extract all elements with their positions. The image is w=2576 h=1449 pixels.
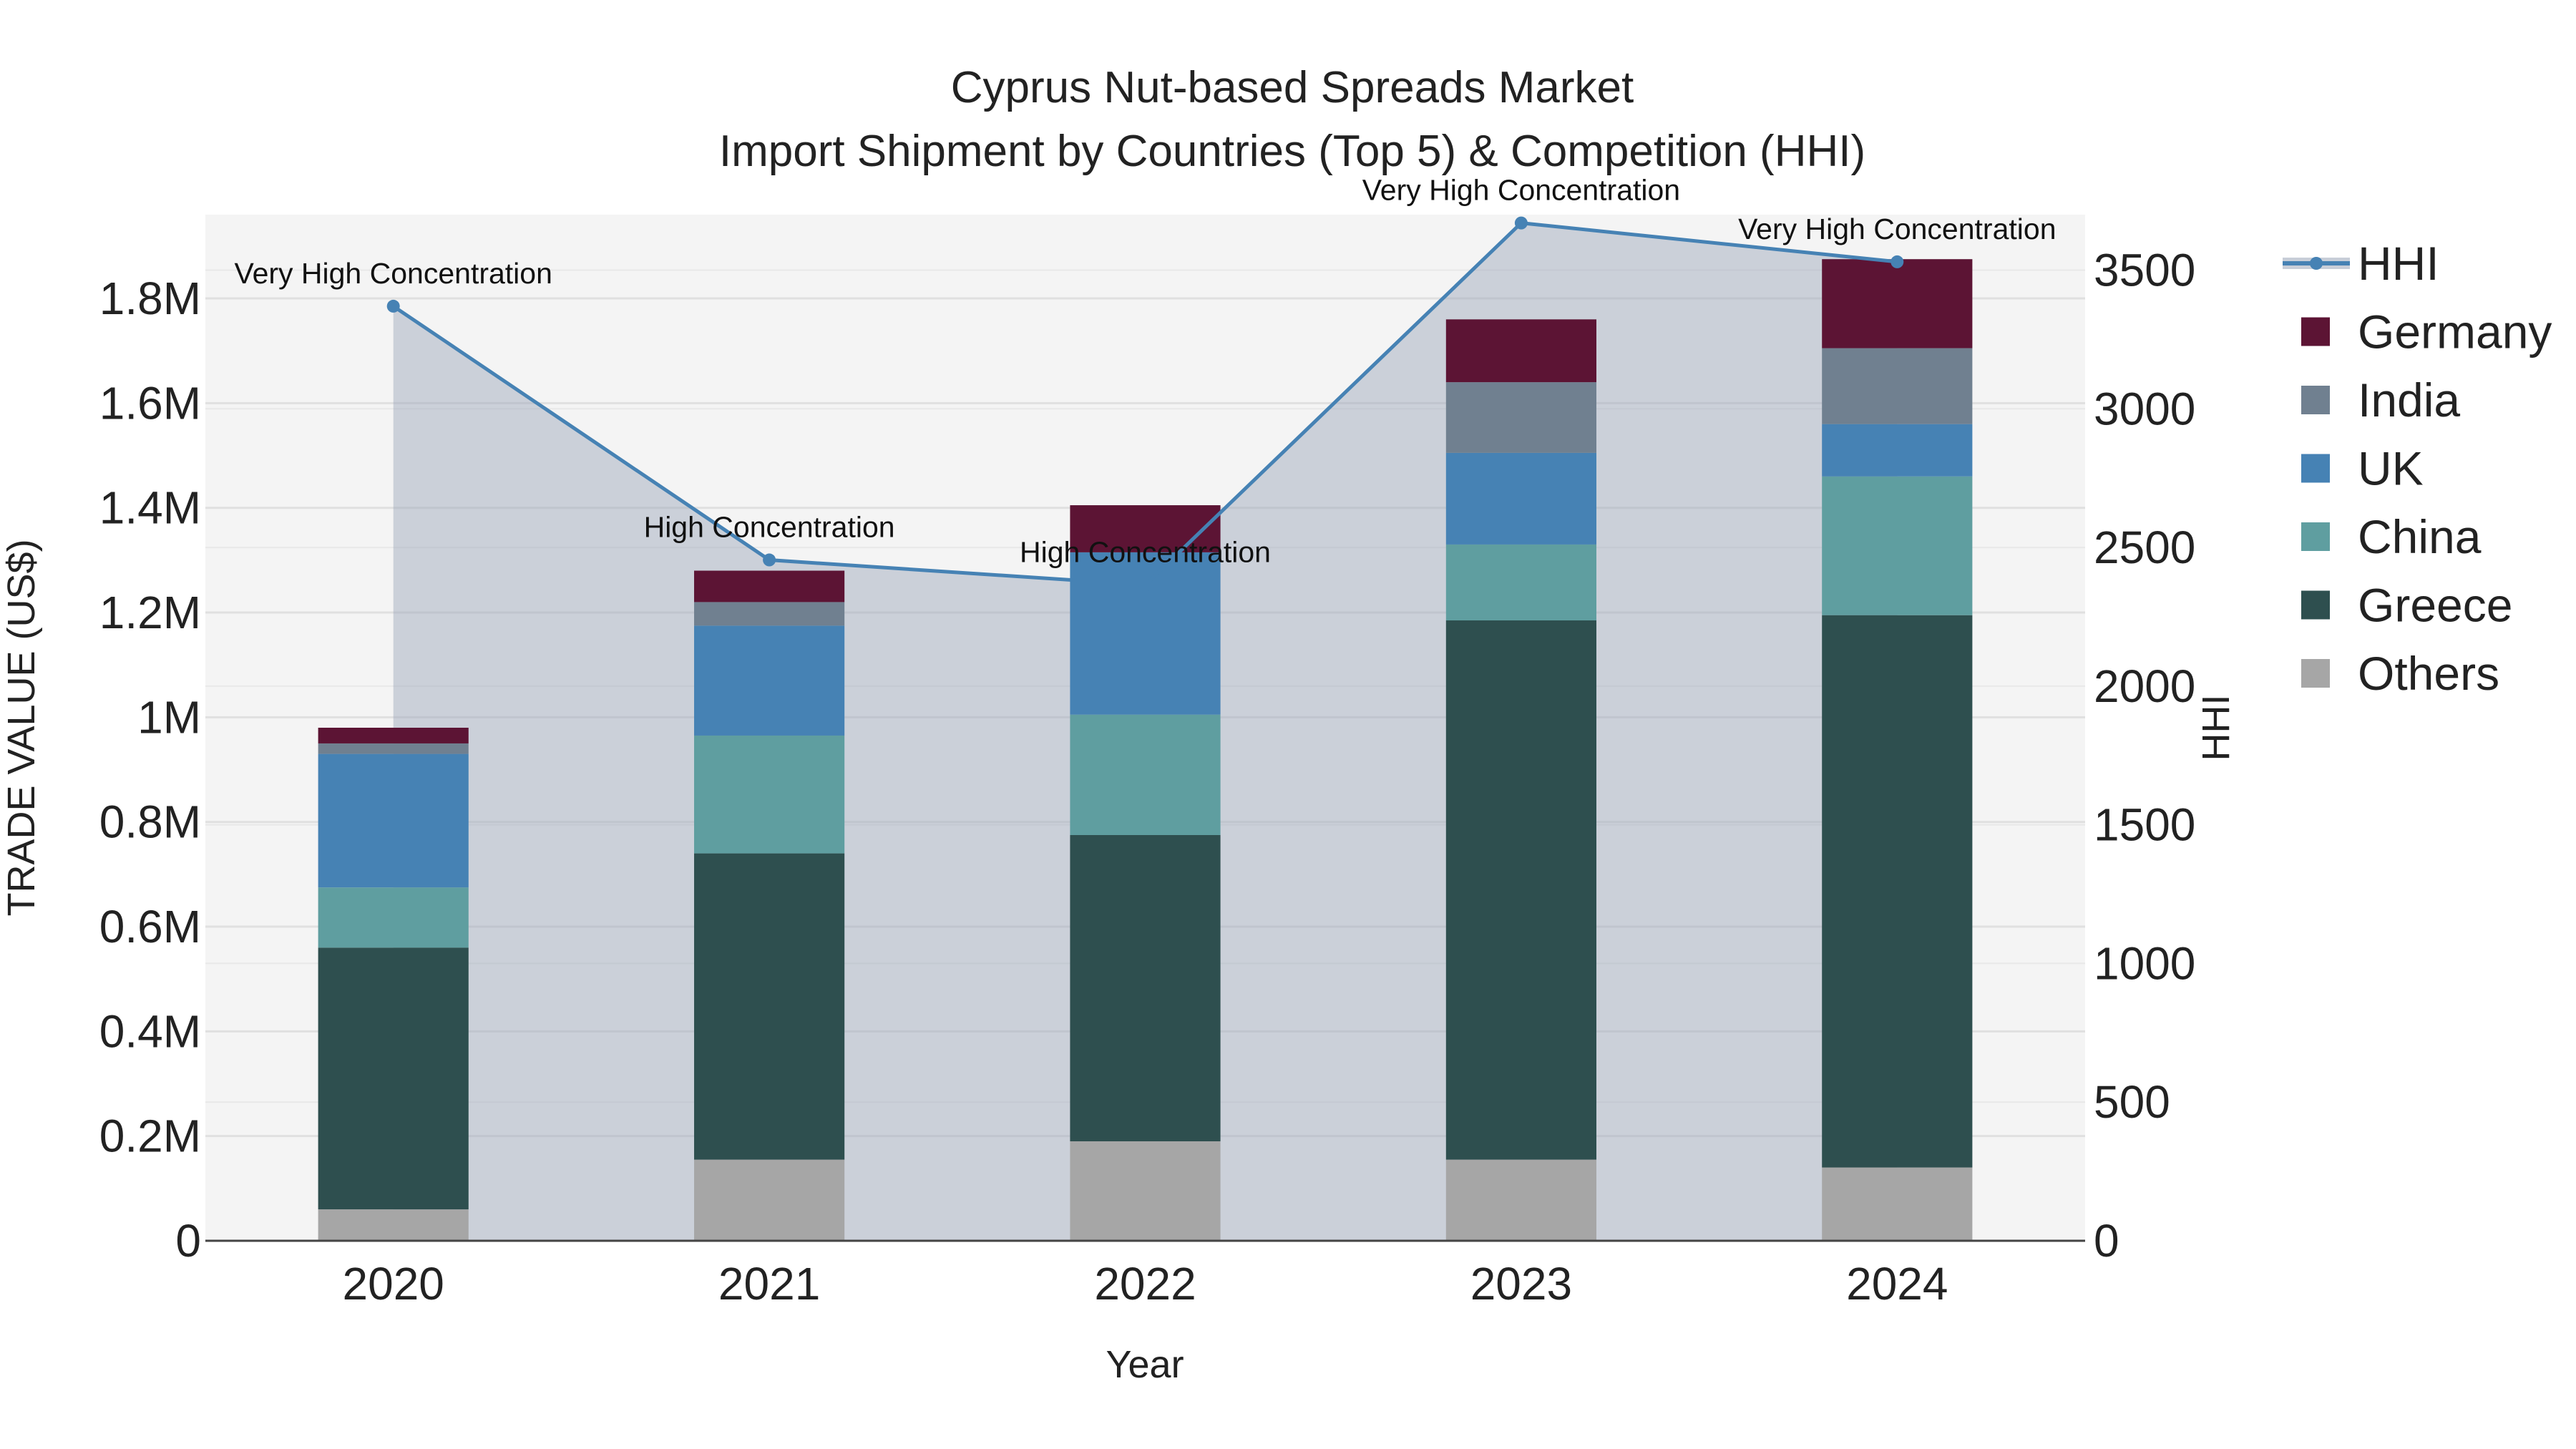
y-tick-label: 1.6M <box>99 377 201 429</box>
y2-tick-label: 500 <box>2094 1076 2170 1128</box>
legend-swatch <box>2301 386 2330 414</box>
x-tick-label: 2021 <box>718 1258 820 1309</box>
bar-greece-2021[interactable] <box>694 853 845 1160</box>
legend-label: Greece <box>2358 579 2512 632</box>
y-tick-label: 0 <box>175 1215 201 1267</box>
x-axis-title: Year <box>1106 1343 1184 1386</box>
y-tick-label: 0.4M <box>99 1005 201 1057</box>
bar-china-2023[interactable] <box>1445 544 1596 621</box>
y-axis-title: TRADE VALUE (US$) <box>0 539 43 916</box>
bar-china-2024[interactable] <box>1822 476 1973 615</box>
bar-greece-2020[interactable] <box>318 947 469 1210</box>
bar-greece-2022[interactable] <box>1070 834 1221 1141</box>
bar-india-2020[interactable] <box>318 743 469 754</box>
hhi-point-2021[interactable] <box>763 553 776 567</box>
bar-others-2024[interactable] <box>1822 1167 1973 1241</box>
hhi-line-layer <box>386 216 1904 592</box>
legend-item-hhi[interactable]: HHI <box>2283 237 2439 290</box>
x-tick-label: 2022 <box>1094 1258 1196 1309</box>
legend[interactable]: HHI Germany India UK China Greece Others <box>2283 237 2552 700</box>
legend-swatch <box>2301 659 2330 688</box>
bar-others-2023[interactable] <box>1445 1159 1596 1241</box>
legend-label: Others <box>2358 647 2499 700</box>
y2-tick-label: 1500 <box>2094 799 2195 851</box>
legend-label: HHI <box>2358 237 2439 290</box>
bar-greece-2024[interactable] <box>1822 615 1973 1168</box>
bar-others-2022[interactable] <box>1070 1141 1221 1241</box>
bar-china-2020[interactable] <box>318 887 469 948</box>
legend-item-others[interactable]: Others <box>2301 647 2499 700</box>
hhi-annotation-2020: Very High Concentration <box>234 257 552 290</box>
bar-germany-2024[interactable] <box>1822 259 1973 348</box>
bar-germany-2020[interactable] <box>318 728 469 743</box>
y2-tick-label: 3500 <box>2094 245 2195 296</box>
hhi-annotation-2023: Very High Concentration <box>1362 174 1680 207</box>
bar-germany-2022[interactable] <box>1070 505 1221 552</box>
bar-greece-2023[interactable] <box>1445 620 1596 1160</box>
legend-label: China <box>2358 510 2482 563</box>
hhi-annotations: Very High Concentration High Concentratio… <box>234 174 2056 569</box>
legend-label: India <box>2358 374 2460 426</box>
y-tick-label: 1.4M <box>99 482 201 534</box>
legend-item-greece[interactable]: Greece <box>2301 579 2512 632</box>
y2-tick-label: 1000 <box>2094 937 2195 989</box>
y2-tick-label: 3000 <box>2094 383 2195 434</box>
hhi-point-2020[interactable] <box>386 299 400 313</box>
legend-item-germany[interactable]: Germany <box>2301 306 2552 358</box>
y-tick-label: 0.6M <box>99 901 201 952</box>
legend-label: Germany <box>2358 306 2552 358</box>
x-tick-label: 2024 <box>1846 1258 1948 1309</box>
y2-tick-label: 2500 <box>2094 522 2195 573</box>
y-tick-label: 0.8M <box>99 796 201 848</box>
y-tick-label: 1.8M <box>99 273 201 324</box>
hhi-annotation-2021: High Concentration <box>644 511 895 544</box>
chart-title-line-1: Cyprus Nut-based Spreads Market <box>951 63 1634 112</box>
legend-swatch-hhi-marker <box>2310 257 2323 270</box>
bar-uk-2024[interactable] <box>1822 424 1973 477</box>
legend-swatch <box>2301 590 2330 620</box>
legend-swatch <box>2301 522 2330 551</box>
legend-item-uk[interactable]: UK <box>2301 442 2424 495</box>
x-axis-ticks: 2020 2021 2022 2023 2024 <box>343 1258 1948 1309</box>
bars-layer <box>318 259 1973 1241</box>
y2-tick-label: 2000 <box>2094 660 2195 712</box>
y2-tick-label: 0 <box>2094 1215 2119 1267</box>
y-tick-label: 1.2M <box>99 587 201 638</box>
y-tick-label: 1M <box>137 691 201 743</box>
hhi-annotation-2024: Very High Concentration <box>1738 213 2056 245</box>
bar-china-2021[interactable] <box>694 735 845 854</box>
bar-uk-2020[interactable] <box>318 753 469 888</box>
legend-label: UK <box>2358 442 2424 495</box>
chart-title-line-2: Import Shipment by Countries (Top 5) & C… <box>719 127 1865 176</box>
bar-germany-2021[interactable] <box>694 570 845 602</box>
bar-others-2020[interactable] <box>318 1209 469 1241</box>
bar-uk-2023[interactable] <box>1445 452 1596 545</box>
bar-uk-2021[interactable] <box>694 625 845 736</box>
hhi-point-2023[interactable] <box>1514 216 1528 230</box>
legend-item-india[interactable]: India <box>2301 374 2460 426</box>
bar-china-2022[interactable] <box>1070 714 1221 835</box>
y2-axis-title: HHI <box>2195 695 2238 761</box>
y-tick-label: 0.2M <box>99 1111 201 1162</box>
bar-uk-2022[interactable] <box>1070 552 1221 715</box>
hhi-annotation-2022: High Concentration <box>1020 535 1271 568</box>
hhi-point-2022[interactable] <box>1138 578 1152 592</box>
x-tick-label: 2023 <box>1470 1258 1572 1309</box>
legend-swatch <box>2301 454 2330 483</box>
bar-others-2021[interactable] <box>694 1159 845 1241</box>
x-tick-label: 2020 <box>343 1258 444 1309</box>
legend-item-china[interactable]: China <box>2301 510 2482 563</box>
y2-axis-ticks: 0 500 1000 1500 2000 2500 3000 3500 <box>2094 245 2195 1267</box>
hhi-point-2024[interactable] <box>1890 255 1904 268</box>
bar-india-2023[interactable] <box>1445 382 1596 453</box>
bar-germany-2023[interactable] <box>1445 319 1596 383</box>
bar-india-2024[interactable] <box>1822 348 1973 424</box>
y-axis-ticks: 0 0.2M 0.4M 0.6M 0.8M 1M 1.2M 1.4M 1.6M 1.8M <box>99 273 201 1267</box>
bar-india-2021[interactable] <box>694 602 845 626</box>
legend-swatch <box>2301 317 2330 346</box>
